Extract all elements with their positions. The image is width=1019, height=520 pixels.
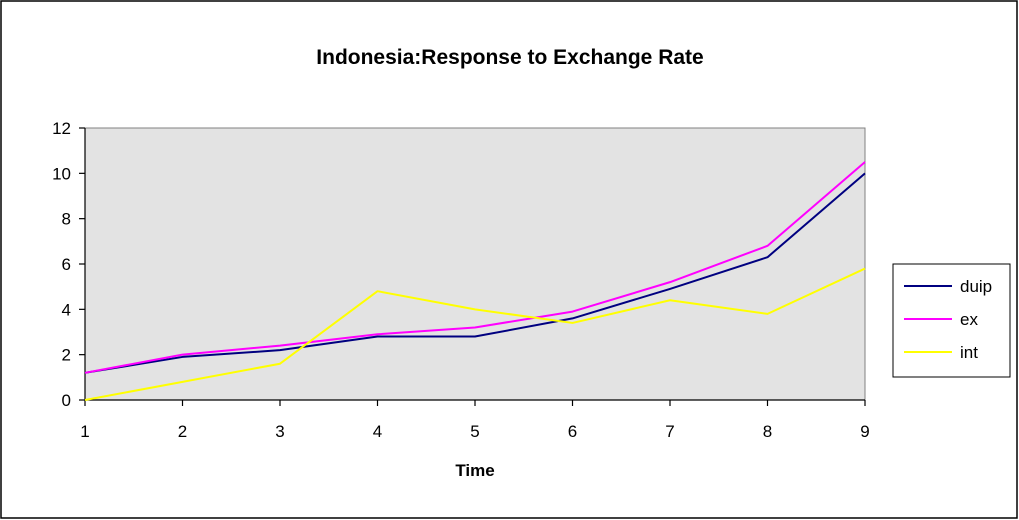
x-axis-label: Time [455,461,494,480]
y-tick-label: 4 [62,300,71,319]
x-tick-label: 5 [470,422,479,441]
y-tick-label: 2 [62,346,71,365]
x-axis: 1 2 3 4 5 6 7 8 9 [80,399,870,441]
legend-box [892,263,1011,378]
series-layer [84,161,866,401]
legend-label-ex: ex [960,310,978,329]
x-tick-label: 9 [860,422,869,441]
y-tick-label: 12 [52,119,71,138]
legend: duip ex int [892,263,1011,378]
x-tick-label: 3 [275,422,284,441]
x-tick-label: 1 [80,422,89,441]
series-line-duip [84,172,866,374]
y-tick-label: 10 [52,164,71,183]
series-line-int [84,267,866,401]
x-tick-label: 6 [568,422,577,441]
y-axis: 0 2 4 6 8 10 12 [52,119,86,410]
legend-label-int: int [960,343,978,362]
x-tick-label: 2 [178,422,187,441]
x-tick-label: 8 [763,422,772,441]
x-tick-label: 7 [665,422,674,441]
x-tick-label: 4 [373,422,382,441]
series-line-ex [84,161,866,374]
y-tick-label: 8 [62,210,71,229]
y-tick-label: 0 [62,391,71,410]
legend-label-duip: duip [960,277,992,296]
y-tick-label: 6 [62,255,71,274]
chart-title: Indonesia:Response to Exchange Rate [316,46,703,69]
